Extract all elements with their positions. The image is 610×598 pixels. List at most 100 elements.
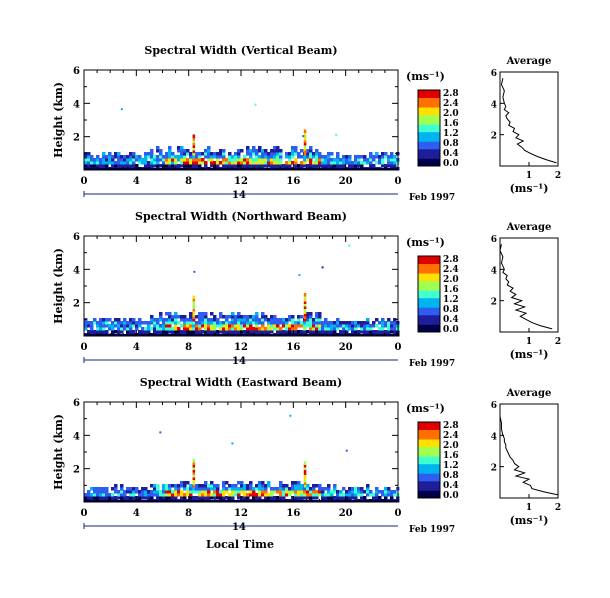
colorbar-step [418, 492, 440, 495]
heatmap-cell [201, 158, 205, 162]
heatmap-cell [168, 493, 172, 497]
heatmap-cell [252, 315, 256, 319]
y-tick-label: 2 [73, 299, 80, 310]
colorbar-step [418, 116, 440, 119]
heatmap-cell [204, 327, 208, 331]
heatmap-cell [222, 155, 226, 159]
heatmap-cell [297, 484, 301, 488]
heatmap-cell [381, 321, 385, 325]
heatmap-cell [348, 161, 352, 165]
heatmap-cell [201, 161, 205, 165]
heatmap-cell [162, 330, 166, 334]
heatmap-cell [243, 484, 247, 488]
heatmap-cell [150, 152, 154, 156]
heatmap-cell [267, 164, 271, 168]
heatmap-cell [165, 161, 169, 165]
heatmap-cell [255, 152, 259, 156]
heatmap-cell [231, 324, 235, 328]
heatmap-cell [225, 327, 229, 331]
heatmap-cell [318, 330, 322, 334]
colorbar-step [418, 257, 440, 261]
heatmap-cells [84, 414, 400, 503]
heatmap-cell [312, 327, 316, 331]
heatmap-cell [243, 330, 247, 334]
heatmap-cell [84, 493, 88, 497]
profile-x-label: (ms⁻¹) [510, 182, 549, 195]
heatmap-cell [306, 324, 310, 328]
heatmap-spike-cell [303, 129, 307, 133]
heatmap-cell [180, 324, 184, 328]
heatmap-cell [246, 487, 250, 491]
heatmap-cell [150, 158, 154, 162]
heatmap-cell [120, 158, 124, 162]
colorbar-step [418, 131, 440, 135]
heatmap-cell [288, 490, 292, 494]
heatmap-cell [303, 324, 307, 328]
heatmap-cell [186, 158, 190, 162]
heatmap-cell [327, 487, 331, 491]
heatmap-cell [273, 315, 277, 319]
heatmap-cell [186, 149, 190, 153]
heatmap-cell [345, 321, 349, 325]
heatmap-cell [249, 327, 253, 331]
heatmap-cell [285, 487, 289, 491]
heatmap-cell [243, 490, 247, 494]
heatmap-cell [300, 330, 304, 334]
heatmap-cell [258, 493, 262, 497]
heatmap-cell [156, 164, 160, 168]
colorbar-step [418, 297, 440, 301]
heatmap-cell [294, 493, 298, 497]
heatmap-cell [171, 484, 175, 488]
heatmap-cell [390, 152, 394, 156]
day-label: 14 [232, 190, 246, 201]
heatmap-cell [261, 315, 265, 319]
heatmap-cell [366, 324, 370, 328]
heatmap-cell [303, 164, 307, 168]
colorbar-step [418, 448, 440, 451]
colorbar-step [418, 463, 440, 467]
heatmap-cell [93, 493, 97, 497]
heatmap-cell [387, 318, 391, 322]
heatmap-cell [294, 164, 298, 168]
colorbar-step [418, 99, 440, 102]
heatmap-cell [156, 155, 160, 159]
heatmap-cell [345, 327, 349, 331]
heatmap-cell [354, 161, 358, 165]
heatmap-cell [186, 324, 190, 328]
heatmap-cell [309, 493, 313, 497]
heatmap-cell [258, 496, 262, 500]
x-tick-label: 0 [81, 176, 88, 187]
heatmap-cell [366, 493, 370, 497]
colorbar-tick-label: 2.8 [443, 255, 459, 265]
heatmap-spike-cell [303, 298, 307, 302]
heatmap-cell [240, 496, 244, 500]
heatmap-cell [147, 324, 151, 328]
heatmap-cell [204, 312, 208, 316]
heatmap-cell [213, 484, 217, 488]
heatmap-cell [267, 152, 271, 156]
colorbar-step [418, 307, 440, 310]
heatmap-cell [120, 164, 124, 168]
heatmap-cell [264, 490, 268, 494]
heatmap-cell [261, 481, 265, 485]
heatmap-cell [225, 487, 229, 491]
heatmap-cell [273, 158, 277, 162]
colorbar-step [418, 299, 440, 302]
heatmap-cell [87, 496, 91, 500]
heatmap-cell [267, 496, 271, 500]
colorbar-step [418, 444, 440, 448]
colorbar-step [418, 135, 440, 138]
heatmap-cell [285, 484, 289, 488]
heatmap-cell [282, 324, 286, 328]
heatmap-cell [222, 158, 226, 162]
heatmap-cell [378, 490, 382, 494]
heatmap-cell [159, 158, 163, 162]
heatmap-cell [102, 327, 106, 331]
heatmap-cell [84, 161, 88, 165]
heatmap-cell [321, 493, 325, 497]
heatmap-cell [342, 161, 346, 165]
heatmap-cell [168, 152, 172, 156]
x-tick-label: 8 [185, 176, 192, 187]
profile-x-tick-label: 1 [526, 337, 532, 347]
